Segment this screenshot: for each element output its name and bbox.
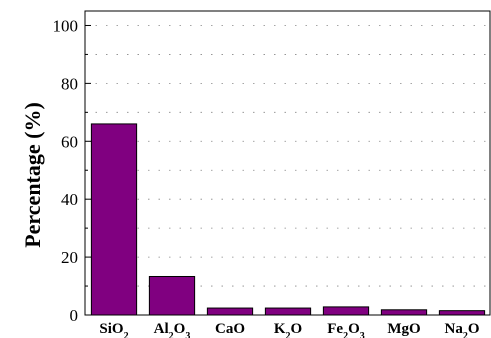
bar xyxy=(206,307,254,316)
y-tick-label: 100 xyxy=(53,16,79,35)
x-axis-labels: SiO2 Al2O3 CaO K2O Fe2O3 MgO Na2O xyxy=(99,321,479,338)
bar xyxy=(90,123,138,316)
bar xyxy=(264,307,312,316)
bar xyxy=(438,310,486,316)
plot-frame xyxy=(84,10,491,316)
x-category-label: K2O xyxy=(274,321,302,338)
y-axis-ticks: 0 20 40 60 80 100 xyxy=(53,16,91,325)
y-tick-label: 40 xyxy=(61,190,78,209)
x-category-label: SiO2 xyxy=(99,321,128,338)
y-axis-title: Percentage (%) xyxy=(20,102,45,248)
y-tick-label: 20 xyxy=(61,248,78,267)
x-category-label: CaO xyxy=(215,321,245,337)
y-tick-label: 80 xyxy=(61,74,78,93)
bar xyxy=(322,306,370,316)
y-tick-label: 0 xyxy=(70,306,79,325)
bar xyxy=(148,275,196,316)
bars xyxy=(90,123,486,316)
bar xyxy=(380,309,428,316)
x-category-label: Fe2O3 xyxy=(327,321,365,338)
x-category-label: Al2O3 xyxy=(154,321,191,338)
x-category-label: Na2O xyxy=(444,321,479,338)
y-tick-label: 60 xyxy=(61,132,78,151)
gridlines xyxy=(85,25,491,287)
x-category-label: MgO xyxy=(387,321,420,337)
